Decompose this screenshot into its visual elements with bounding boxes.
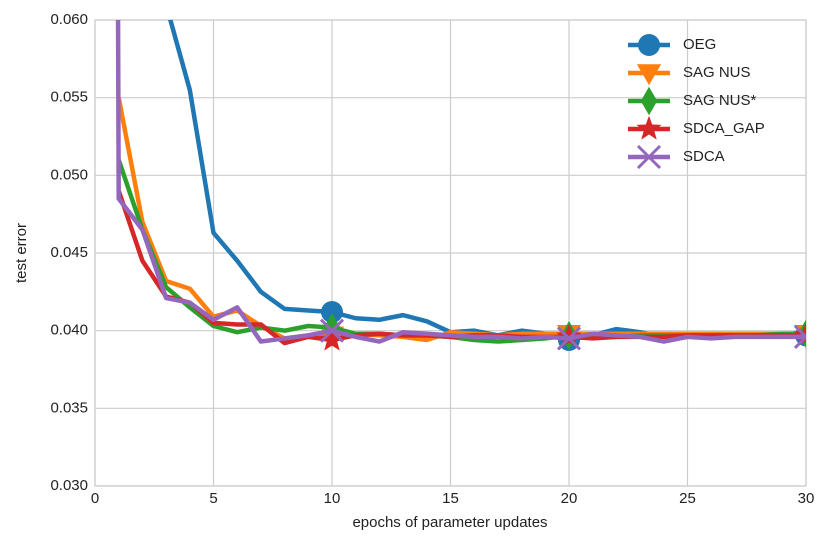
marker — [321, 301, 343, 324]
legend-marker — [636, 115, 662, 140]
x-tick-label: 30 — [798, 490, 815, 507]
y-tick-label: 0.040 — [50, 322, 88, 339]
x-tick-label: 15 — [442, 490, 459, 507]
y-tick-label: 0.045 — [50, 244, 88, 261]
x-tick-label: 0 — [91, 490, 99, 507]
y-tick-label: 0.055 — [50, 89, 88, 106]
legend-label: SAG NUS* — [683, 92, 757, 109]
x-tick-label: 10 — [324, 490, 341, 507]
legend-marker — [638, 34, 660, 56]
legend-label: SDCA — [683, 148, 725, 165]
marker — [319, 326, 345, 351]
x-axis-label: epochs of parameter updates — [352, 514, 547, 531]
x-tick-label: 5 — [209, 490, 217, 507]
plot-frame — [94, 19, 807, 487]
x-tick-label: 20 — [561, 490, 578, 507]
y-tick-label: 0.050 — [50, 166, 88, 183]
marker — [556, 323, 582, 348]
marker — [793, 324, 806, 349]
series-line — [115, 20, 806, 344]
legend-marker — [640, 86, 658, 116]
series-group — [115, 20, 806, 351]
y-tick-label: 0.030 — [50, 477, 88, 494]
marker — [556, 326, 582, 351]
legend-label: OEG — [683, 36, 716, 53]
x-tick-label: 25 — [679, 490, 696, 507]
marker — [319, 318, 345, 343]
legend-label: SAG NUS — [683, 64, 751, 81]
y-tick-label: 0.035 — [50, 399, 88, 416]
legend-marker — [636, 144, 662, 170]
legend-label: SDCA_GAP — [683, 120, 765, 137]
legend-marker — [636, 64, 662, 86]
y-tick-label: 0.060 — [50, 11, 88, 28]
y-axis-label: test error — [13, 223, 30, 283]
